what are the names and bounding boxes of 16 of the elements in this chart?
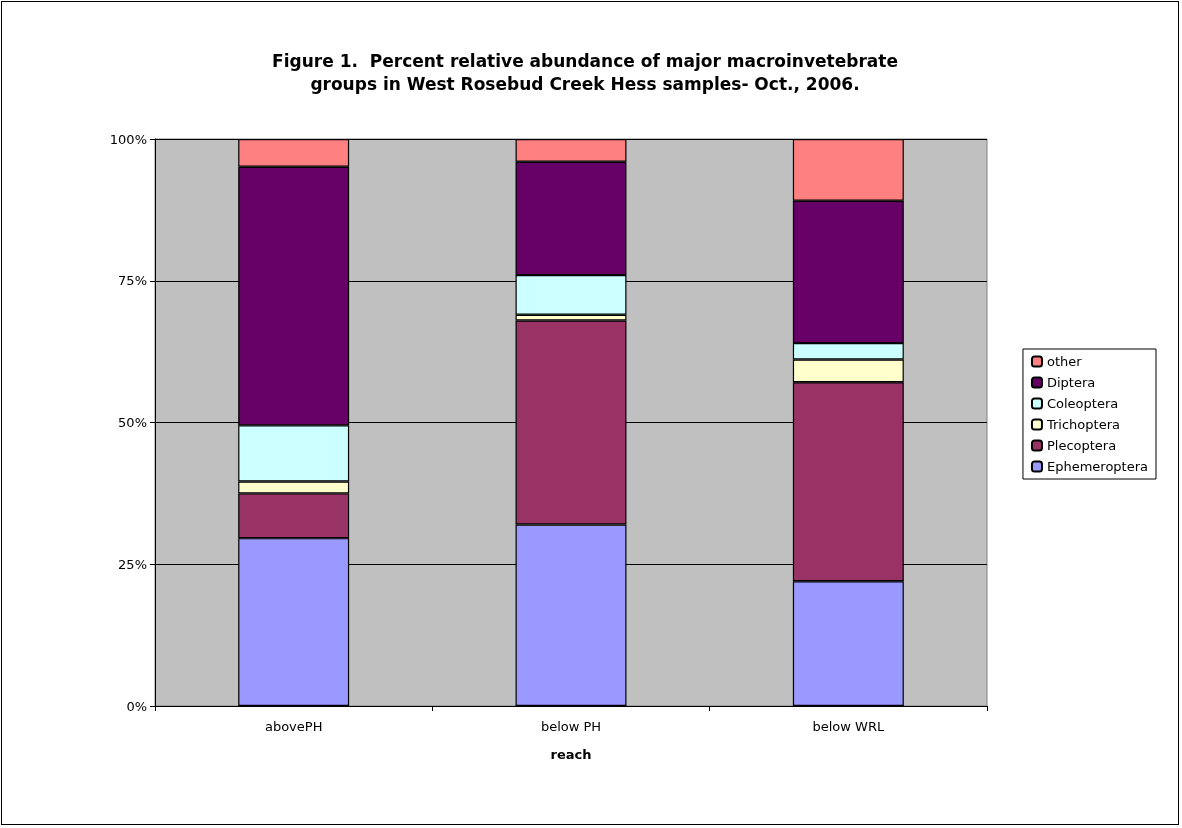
legend-label: Ephemeroptera [1046, 459, 1149, 474]
y-tick-label: 50% [118, 415, 147, 430]
y-tick-label: 100% [109, 131, 147, 147]
x-tick-label: abovePH [264, 719, 323, 734]
x-axis-title: reach [550, 747, 592, 762]
y-tick-label: 0% [126, 698, 147, 714]
x-tick-label: below PH [540, 719, 602, 734]
legend-label: Trichoptera [1045, 417, 1120, 432]
chart-title: Figure 1. Percent relative abundance of major macroinvetebrate groups in West Rosebud Creek Hess samples- Oct., 2006. [272, 50, 898, 94]
x-tick-label: below WRL [812, 719, 885, 734]
legend-label: other [1046, 354, 1083, 369]
y-tick-label: 75% [118, 273, 147, 289]
legend-label: Diptera [1046, 375, 1096, 390]
y-tick-label: 25% [118, 556, 147, 572]
legend-label: Plecoptera [1046, 438, 1117, 453]
legend-label: Coleoptera [1046, 396, 1119, 411]
